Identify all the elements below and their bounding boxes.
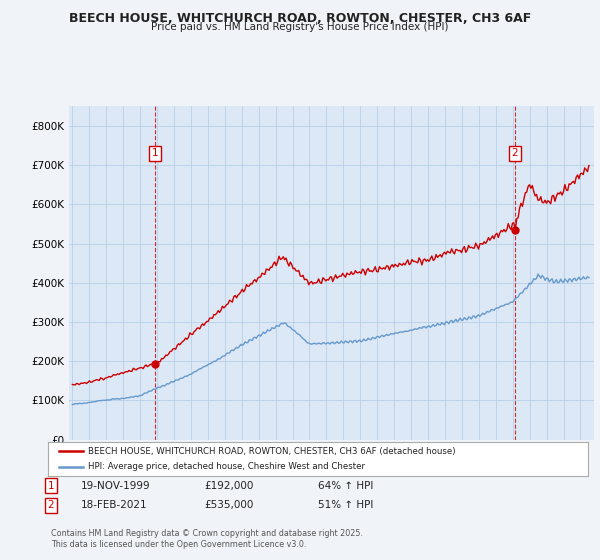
Text: £535,000: £535,000: [204, 500, 253, 510]
Text: £192,000: £192,000: [204, 480, 253, 491]
Text: Price paid vs. HM Land Registry's House Price Index (HPI): Price paid vs. HM Land Registry's House …: [151, 22, 449, 32]
Text: 1: 1: [47, 480, 55, 491]
Text: 2: 2: [47, 500, 55, 510]
Text: 2: 2: [511, 148, 518, 158]
Text: 64% ↑ HPI: 64% ↑ HPI: [318, 480, 373, 491]
Text: BEECH HOUSE, WHITCHURCH ROAD, ROWTON, CHESTER, CH3 6AF: BEECH HOUSE, WHITCHURCH ROAD, ROWTON, CH…: [69, 12, 531, 25]
Text: BEECH HOUSE, WHITCHURCH ROAD, ROWTON, CHESTER, CH3 6AF (detached house): BEECH HOUSE, WHITCHURCH ROAD, ROWTON, CH…: [89, 447, 456, 456]
Text: 51% ↑ HPI: 51% ↑ HPI: [318, 500, 373, 510]
Text: 1: 1: [152, 148, 158, 158]
Text: 19-NOV-1999: 19-NOV-1999: [81, 480, 151, 491]
Text: HPI: Average price, detached house, Cheshire West and Chester: HPI: Average price, detached house, Ches…: [89, 463, 365, 472]
Text: 18-FEB-2021: 18-FEB-2021: [81, 500, 148, 510]
Text: Contains HM Land Registry data © Crown copyright and database right 2025.
This d: Contains HM Land Registry data © Crown c…: [51, 529, 363, 549]
